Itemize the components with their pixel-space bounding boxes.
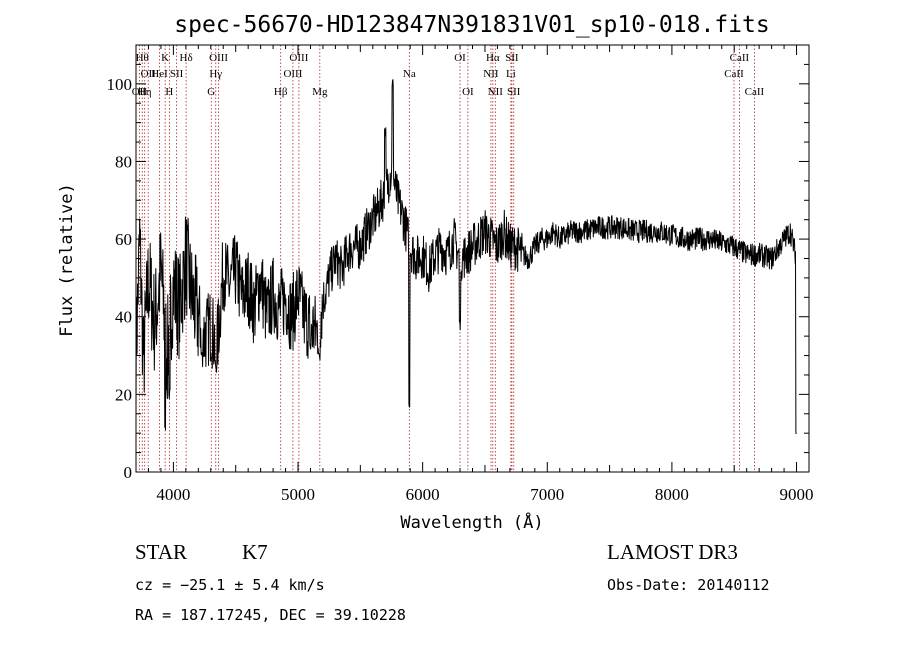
y-tick-label: 100 (107, 75, 133, 94)
spectral-line-label: SII (170, 68, 184, 80)
chart-title: spec-56670-HD123847N391831V01_sp10-018.f… (174, 12, 769, 38)
y-tick-label: 80 (115, 152, 132, 171)
spectral-line-label: Na (403, 68, 416, 80)
x-axis-ticks: 4000 5000 6000 7000 8000 9000 (135, 45, 814, 504)
spectral-line-label: G (207, 86, 215, 98)
spectral-line-label: CaII (724, 68, 744, 80)
spectral-subclass: K7 (242, 540, 268, 564)
y-tick-label: 0 (124, 463, 133, 482)
y-axis-ticks: 0 20 40 60 80 100 (107, 44, 809, 482)
coordinates-readout: RA = 187.17245, DEC = 39.10228 (135, 606, 406, 624)
spectral-line-label: CaII (745, 86, 765, 98)
spectral-line-label: Hθ (136, 52, 149, 64)
spectral-line-label: SII (507, 86, 521, 98)
x-tick-label: 9000 (780, 485, 814, 504)
spectral-line-label: OI (462, 86, 474, 98)
spectral-line-label: Hη (138, 86, 152, 98)
spectral-line-label: Hα (486, 52, 500, 64)
spectral-line-label: NII (488, 86, 504, 98)
spectral-line-labels: OIIHθHηOIIHeIKHSIIHδGHγOIIIHβOIIIOIIIMgN… (132, 52, 765, 98)
spectral-line-label: SII (505, 52, 519, 64)
spectral-line-label: NII (483, 68, 499, 80)
spectral-line-label: Li (506, 68, 516, 80)
spectral-line-label: Mg (312, 86, 328, 98)
spectral-line-label: H (165, 86, 173, 98)
x-tick-label: 5000 (281, 485, 315, 504)
y-tick-label: 20 (115, 385, 132, 404)
object-class: STAR (135, 540, 187, 564)
survey-name: LAMOST DR3 (607, 540, 738, 564)
spectral-line-label: OI (454, 52, 466, 64)
spectral-line-label: K (161, 52, 169, 64)
x-tick-label: 4000 (156, 485, 190, 504)
x-tick-label: 8000 (655, 485, 689, 504)
x-tick-label: 7000 (530, 485, 564, 504)
spectral-line-label: Hγ (209, 68, 222, 80)
plot-frame (135, 44, 810, 473)
x-tick-label: 6000 (406, 485, 440, 504)
y-tick-label: 60 (115, 230, 132, 249)
spectral-line-label: OIII (209, 52, 228, 64)
x-axis-label: Wavelength (Å) (400, 511, 543, 533)
spectral-line-label: Hβ (274, 86, 288, 98)
spectral-line-label: OIII (289, 52, 308, 64)
spectral-line-label: Hδ (180, 52, 193, 64)
y-axis-label: Flux (relative) (57, 183, 77, 337)
spectral-line-label: OIII (283, 68, 302, 80)
spectrum-line (135, 79, 797, 434)
spectral-line-label: HeI (151, 68, 168, 80)
spectral-line-label: OII (141, 68, 157, 80)
y-tick-label: 40 (115, 308, 132, 327)
observation-date: Obs-Date: 20140112 (607, 576, 770, 594)
spectral-line-label: CaII (730, 52, 750, 64)
redshift-readout: cz = −25.1 ± 5.4 km/s (135, 576, 325, 594)
spectral-line-markers (138, 45, 755, 472)
